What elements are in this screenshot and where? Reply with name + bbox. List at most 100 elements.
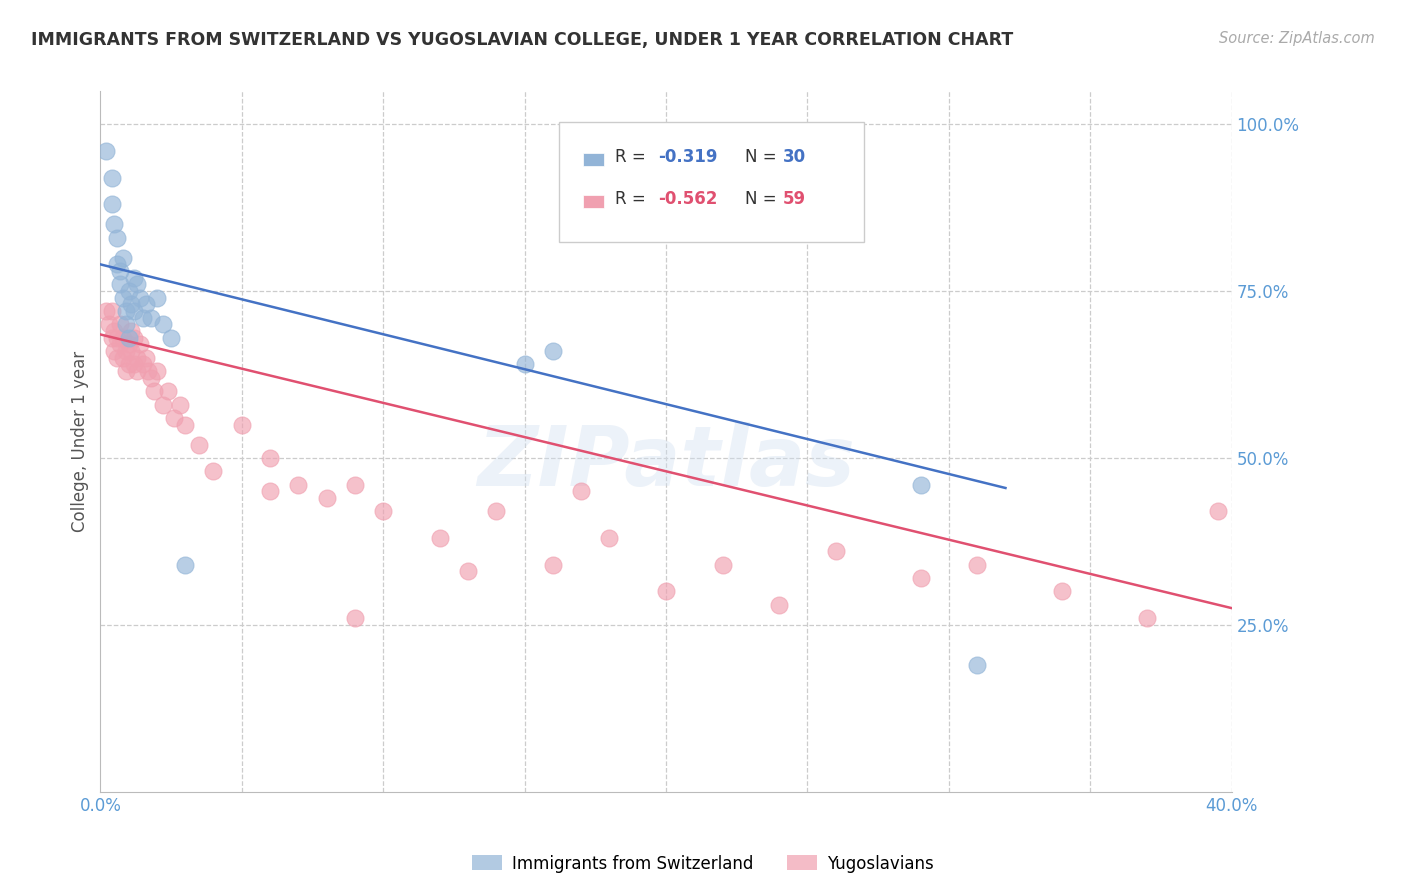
Point [1206,504,1229,518]
Text: -0.562: -0.562 [658,191,717,209]
Point [1050,584,1073,599]
Point [124,358,146,372]
Point [143,384,166,399]
Point [598,531,620,545]
Point [117,358,139,372]
Point [231,417,253,432]
Text: ZIPatlas: ZIPatlas [477,422,855,503]
Point [117,331,139,345]
Y-axis label: College, Under 1 year: College, Under 1 year [72,351,89,532]
Point [135,351,157,365]
Point [174,558,197,572]
Point [127,364,149,378]
Point [188,437,211,451]
Point [135,297,157,311]
Point [343,477,366,491]
Point [910,571,932,585]
Point [138,364,160,378]
Text: 59: 59 [783,191,806,209]
Point [103,217,125,231]
Text: N =: N = [745,148,782,167]
Point [121,297,143,311]
Point [114,318,136,332]
Point [127,277,149,292]
Point [114,304,136,318]
Point [655,584,678,599]
FancyBboxPatch shape [583,195,603,208]
Point [94,144,117,158]
FancyBboxPatch shape [558,122,865,242]
Point [103,344,125,359]
Point [373,504,395,518]
Point [100,170,122,185]
Point [100,331,122,345]
Point [100,197,122,211]
Point [108,277,131,292]
Point [111,351,134,365]
Point [169,398,191,412]
Point [457,565,479,579]
Point [132,310,155,325]
Point [343,611,366,625]
Point [202,464,225,478]
Point [108,337,131,351]
Point [160,331,183,345]
Point [127,351,149,365]
Point [132,358,155,372]
Point [141,371,163,385]
Point [117,284,139,298]
Legend: Immigrants from Switzerland, Yugoslavians: Immigrants from Switzerland, Yugoslavian… [465,848,941,880]
Point [111,251,134,265]
Point [711,558,734,572]
Point [541,344,564,359]
Point [966,657,988,672]
Text: -0.319: -0.319 [658,148,717,167]
Point [146,364,169,378]
Point [94,304,117,318]
Point [174,417,197,432]
Point [121,324,143,338]
Point [541,558,564,572]
Point [163,410,186,425]
Point [105,331,128,345]
Point [259,484,281,499]
Point [141,310,163,325]
Point [966,558,988,572]
Text: 30: 30 [783,148,806,167]
Point [124,331,146,345]
Point [429,531,451,545]
Point [114,364,136,378]
Text: Source: ZipAtlas.com: Source: ZipAtlas.com [1219,31,1375,46]
Text: R =: R = [616,148,651,167]
Point [105,257,128,271]
Point [259,450,281,465]
Point [287,477,309,491]
Point [105,351,128,365]
Point [146,291,169,305]
Text: IMMIGRANTS FROM SWITZERLAND VS YUGOSLAVIAN COLLEGE, UNDER 1 YEAR CORRELATION CHA: IMMIGRANTS FROM SWITZERLAND VS YUGOSLAVI… [31,31,1014,49]
Point [315,491,337,505]
Point [111,331,134,345]
Point [114,344,136,359]
Point [768,598,790,612]
Point [129,291,152,305]
Point [910,477,932,491]
Point [105,230,128,244]
Point [569,484,592,499]
Point [513,358,536,372]
Point [124,270,146,285]
Point [100,304,122,318]
Text: R =: R = [616,191,651,209]
Point [121,344,143,359]
Point [1136,611,1159,625]
Point [97,318,120,332]
Point [157,384,180,399]
Point [108,318,131,332]
Point [152,398,174,412]
Point [824,544,846,558]
Point [485,504,508,518]
Point [108,264,131,278]
Point [124,304,146,318]
Point [103,324,125,338]
FancyBboxPatch shape [583,153,603,166]
